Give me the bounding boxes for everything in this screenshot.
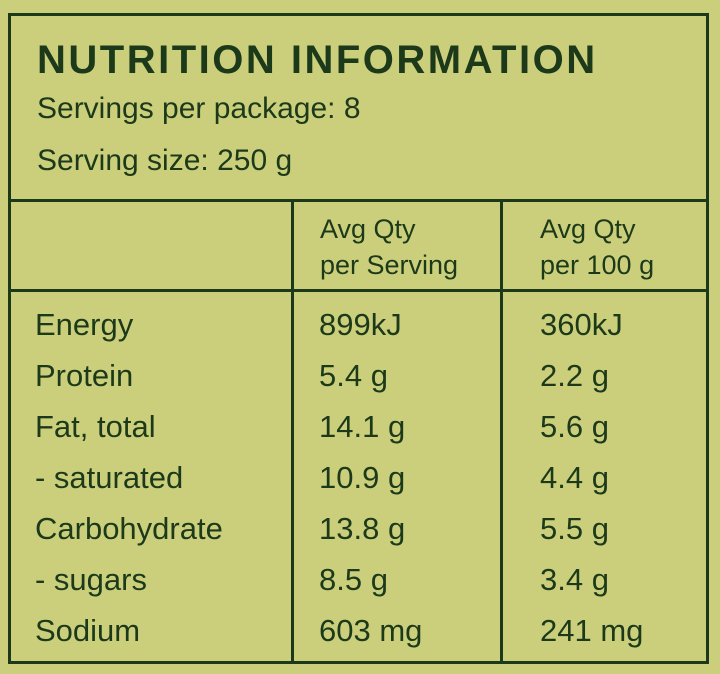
column-header-per-100g: Avg Qty per 100 g: [540, 214, 655, 280]
row-label: Energy: [35, 307, 134, 342]
divider: [11, 289, 706, 292]
row-per-100g: 5.6 g: [540, 409, 609, 444]
row-label: - sugars: [35, 562, 147, 597]
row-per-100g: 360kJ: [540, 307, 623, 342]
column-divider: [500, 199, 503, 661]
row-per-100g: 5.5 g: [540, 511, 609, 546]
row-per-serving: 14.1 g: [319, 409, 406, 444]
row-per-serving: 8.5 g: [319, 562, 388, 597]
column-divider: [291, 199, 294, 661]
column-header-per-serving: Avg Qty per Serving: [320, 214, 459, 280]
row-per-100g: 4.4 g: [540, 460, 609, 495]
nutrition-panel: NUTRITION INFORMATION Servings per packa…: [8, 13, 709, 664]
servings-per-package: Servings per package: 8: [37, 92, 361, 125]
row-label: - saturated: [35, 460, 184, 495]
panel-title: NUTRITION INFORMATION: [37, 38, 598, 82]
row-per-serving: 5.4 g: [319, 358, 388, 393]
row-label: Carbohydrate: [35, 511, 223, 546]
serving-size: Serving size: 250 g: [37, 144, 293, 177]
row-per-100g: 241 mg: [540, 613, 644, 648]
row-per-serving: 10.9 g: [319, 460, 406, 495]
row-label: Sodium: [35, 613, 141, 648]
row-per-serving: 899kJ: [319, 307, 402, 342]
row-label: Fat, total: [35, 409, 156, 444]
row-per-100g: 3.4 g: [540, 562, 609, 597]
divider: [11, 199, 706, 202]
row-per-serving: 603 mg: [319, 613, 423, 648]
row-per-serving: 13.8 g: [319, 511, 406, 546]
row-per-100g: 2.2 g: [540, 358, 609, 393]
row-label: Protein: [35, 358, 134, 393]
